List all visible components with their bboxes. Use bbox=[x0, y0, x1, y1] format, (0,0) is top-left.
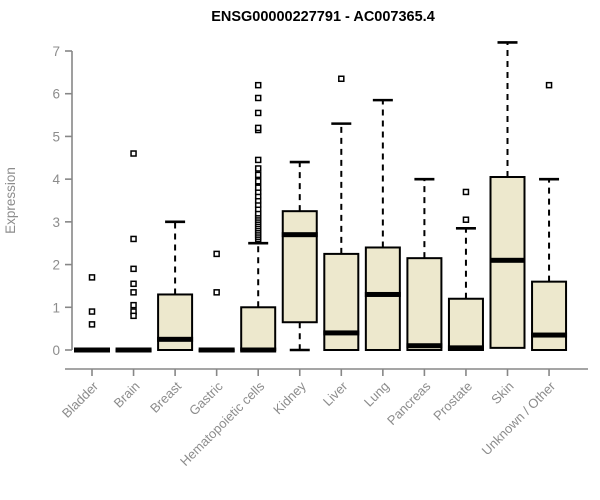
y-tick-label: 4 bbox=[52, 172, 60, 187]
outlier-point-hematopoietic-cells-27 bbox=[254, 81, 262, 89]
median-pancreas bbox=[406, 343, 443, 349]
x-tick-label-pancreas: Pancreas bbox=[384, 378, 434, 428]
outlier-point-hematopoietic-cells-19 bbox=[254, 178, 262, 185]
y-tick-label: 2 bbox=[52, 258, 60, 273]
x-tick-label-kidney: Kidney bbox=[270, 378, 309, 417]
box-lung bbox=[364, 246, 401, 351]
chart-title: ENSG00000227791 - AC007365.4 bbox=[211, 9, 435, 25]
y-tick-label: 1 bbox=[52, 300, 60, 315]
outlier-point-hematopoietic-cells-20 bbox=[254, 171, 262, 179]
median-unknown-other bbox=[531, 332, 568, 338]
outlier-point-hematopoietic-cells-24 bbox=[254, 124, 262, 132]
outlier-point-bladder-1 bbox=[88, 308, 96, 315]
outlier-point-prostate-0 bbox=[462, 188, 470, 196]
y-axis-label: Expression bbox=[3, 167, 18, 234]
box-pancreas bbox=[406, 257, 443, 351]
x-tick-label-breast: Breast bbox=[147, 378, 184, 415]
median-bladder bbox=[74, 347, 110, 353]
outlier-point-hematopoietic-cells-18 bbox=[254, 184, 262, 191]
median-liver bbox=[323, 330, 360, 336]
y-tick-label: 3 bbox=[52, 215, 60, 230]
x-tick-label-unknown-other: Unknown / Other bbox=[479, 378, 559, 458]
median-gastric bbox=[198, 347, 235, 353]
outlier-point-hematopoietic-cells-25 bbox=[254, 109, 262, 117]
outlier-point-brain-1 bbox=[130, 235, 137, 243]
outlier-point-brain-2 bbox=[130, 265, 137, 273]
outlier-point-brain-0 bbox=[130, 150, 137, 157]
outlier-point-hematopoietic-cells-21 bbox=[254, 165, 262, 172]
outlier-point-gastric-0 bbox=[213, 250, 220, 258]
y-tick-label: 6 bbox=[52, 87, 60, 102]
y-tick-label: 0 bbox=[52, 343, 60, 358]
x-tick-label-skin: Skin bbox=[488, 379, 516, 407]
box-liver bbox=[323, 252, 360, 351]
outlier-point-bladder-0 bbox=[88, 274, 96, 281]
y-tick-label: 5 bbox=[52, 129, 60, 144]
median-prostate bbox=[447, 345, 484, 351]
outlier-point-prostate-1 bbox=[462, 216, 470, 223]
median-brain bbox=[115, 347, 152, 353]
outlier-point-brain-7 bbox=[130, 312, 137, 320]
median-kidney bbox=[281, 232, 318, 238]
x-tick-label-liver: Liver bbox=[320, 378, 351, 409]
outlier-point-brain-5 bbox=[130, 301, 137, 309]
x-tick-label-bladder: Bladder bbox=[59, 378, 102, 421]
outlier-point-brain-4 bbox=[130, 289, 137, 296]
box-hematopoietic-cells bbox=[240, 306, 277, 351]
y-tick-label: 7 bbox=[52, 44, 60, 59]
box-kidney bbox=[281, 210, 318, 324]
outlier-point-gastric-1 bbox=[213, 289, 220, 296]
outlier-point-brain-3 bbox=[130, 280, 137, 288]
box-prostate bbox=[447, 297, 484, 351]
x-tick-label-prostate: Prostate bbox=[430, 379, 475, 424]
outlier-point-hematopoietic-cells-22 bbox=[254, 156, 262, 164]
x-tick-label-brain: Brain bbox=[111, 379, 143, 411]
median-lung bbox=[364, 291, 401, 297]
outlier-point-unknown-other-0 bbox=[545, 81, 553, 89]
outlier-point-bladder-2 bbox=[88, 321, 96, 328]
median-breast bbox=[157, 336, 194, 342]
x-tick-label-lung: Lung bbox=[361, 379, 392, 410]
median-hematopoietic-cells bbox=[240, 347, 277, 353]
x-tick-label-gastric: Gastric bbox=[186, 378, 226, 418]
outlier-point-liver-0 bbox=[338, 75, 345, 83]
median-skin bbox=[489, 257, 526, 263]
box-unknown-other bbox=[531, 280, 568, 351]
outlier-point-hematopoietic-cells-26 bbox=[254, 94, 262, 102]
